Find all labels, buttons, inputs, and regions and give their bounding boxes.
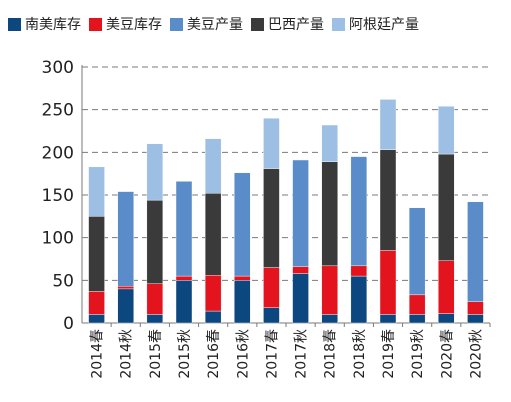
y-tick-label: 300 [42, 58, 74, 78]
legend-label: 阿根廷产量 [349, 17, 419, 33]
legend-item-brazil-output: 巴西产量 [251, 14, 324, 34]
bar-segment [204, 193, 222, 276]
legend-label: 巴西产量 [268, 17, 324, 33]
y-tick-label: 250 [42, 101, 74, 121]
x-tick-label: 2015春 [148, 329, 164, 379]
x-tick-label: 2014春 [90, 329, 106, 379]
y-tick-label: 150 [42, 186, 74, 206]
x-tick-label: 2019秋 [410, 329, 426, 379]
x-tick-label: 2018秋 [352, 329, 368, 379]
bar-segment [408, 207, 426, 296]
x-tick-label: 2020春 [439, 329, 455, 379]
x-tick-label: 2016春 [206, 329, 222, 379]
bar-segment [292, 266, 309, 274]
legend-swatch [332, 17, 345, 31]
bar-segment [438, 260, 455, 314]
bar-segment [408, 314, 426, 324]
bar-segment [146, 199, 164, 284]
bar-segment [321, 124, 338, 162]
x-tick-label: 2016秋 [235, 329, 251, 379]
legend-item-us-soy-output: 美豆产量 [170, 14, 243, 34]
x-tick-label: 2017秋 [294, 329, 310, 379]
y-tick-label: 100 [42, 229, 74, 249]
bar-segment [321, 265, 338, 315]
bar-segment [88, 166, 105, 217]
bar-segment [321, 314, 338, 324]
legend-item-argentina-output: 阿根廷产量 [332, 14, 419, 34]
legend: 南美库存 美豆库存 美豆产量 巴西产量 阿根廷产量 [8, 10, 508, 38]
bar-segment [146, 283, 164, 315]
bar-segment [467, 314, 484, 324]
bar-segment [175, 280, 193, 324]
bar-segment [146, 314, 164, 324]
x-tick-label: 2020秋 [468, 329, 484, 379]
bar-segment [350, 156, 368, 267]
legend-item-south-america-stock: 南美库存 [8, 14, 81, 34]
bar-segment [379, 149, 397, 251]
x-tick-label: 2018春 [323, 329, 339, 379]
bar-segment [379, 314, 397, 324]
bar-segment [204, 310, 222, 324]
bar-segment [408, 294, 426, 315]
bar-segment [88, 291, 105, 315]
bar-segment [204, 275, 222, 312]
bar-segment [234, 275, 251, 281]
bar-segment [438, 153, 455, 261]
bar-segment [263, 168, 280, 268]
x-tick-label: 2019春 [381, 329, 397, 379]
bar-segment [292, 273, 309, 324]
bar-segment [438, 313, 455, 324]
bar-segment [350, 265, 368, 277]
bar-segment [88, 314, 105, 324]
bar-segment [438, 106, 455, 155]
y-tick-label: 200 [42, 143, 74, 163]
x-tick-label: 2017春 [264, 329, 280, 379]
legend-swatch [89, 17, 102, 31]
y-tick-label: 0 [63, 314, 74, 334]
bar-segment [234, 172, 251, 277]
legend-swatch [170, 17, 183, 31]
x-tick-label: 2015秋 [177, 329, 193, 379]
bar-segment [263, 117, 280, 169]
bar-segment [88, 216, 105, 292]
bar-segment [175, 181, 193, 277]
bar-segment [263, 307, 280, 324]
bar-segment [117, 191, 134, 287]
legend-swatch [251, 17, 264, 31]
legend-swatch [8, 17, 21, 31]
legend-label: 美豆产量 [187, 17, 243, 33]
bar-segment [467, 201, 484, 302]
bar-segment [175, 275, 193, 281]
x-tick-label: 2014秋 [119, 329, 135, 379]
bar-segment [204, 138, 222, 194]
bar-segment [146, 143, 164, 201]
bar-segment [117, 288, 134, 324]
bar-segment [263, 267, 280, 308]
bar-segment [467, 301, 484, 315]
legend-label: 美豆库存 [106, 17, 162, 33]
y-tick-label: 50 [52, 271, 74, 291]
bar-segment [350, 275, 368, 324]
bar-segment [117, 286, 134, 290]
bar-segment [321, 161, 338, 267]
legend-label: 南美库存 [25, 17, 81, 33]
bar-segment [379, 250, 397, 315]
bar-segment [292, 159, 309, 267]
legend-item-us-soy-stock: 美豆库存 [89, 14, 162, 34]
bar-segment [379, 99, 397, 150]
bar-segment [234, 280, 251, 324]
